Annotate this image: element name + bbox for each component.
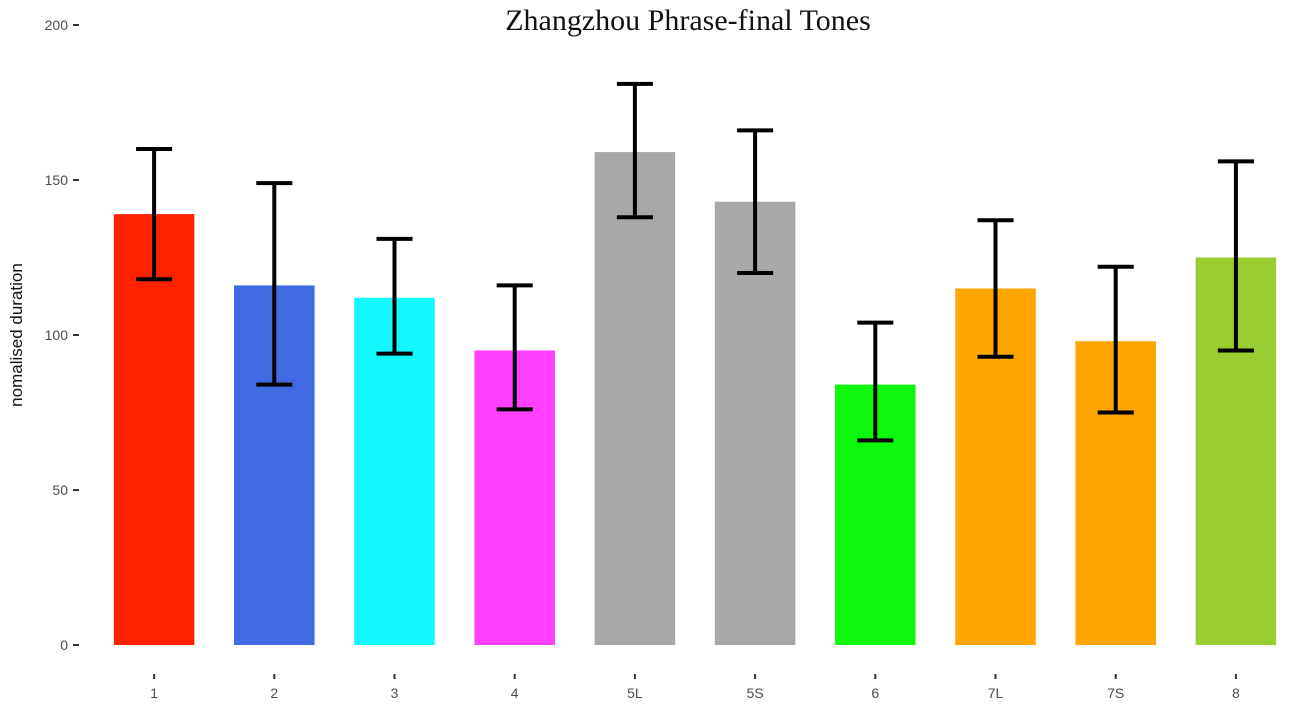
y-axis: 0 50 100 150 200 xyxy=(45,17,79,653)
bar-1 xyxy=(113,214,195,645)
chart-title: Zhangzhou Phrase-final Tones xyxy=(505,4,871,37)
error-bar-4 xyxy=(496,283,533,412)
error-bar-3 xyxy=(376,236,413,356)
y-tick-label: 0 xyxy=(60,637,68,653)
bars xyxy=(113,152,1277,645)
error-bar-5L xyxy=(616,81,653,220)
error-bar-1 xyxy=(136,147,173,282)
y-tick-label: 50 xyxy=(52,482,68,498)
error-bar-7S xyxy=(1097,264,1134,415)
bar-5L xyxy=(594,152,676,645)
x-tick-label: 7S xyxy=(1107,685,1124,701)
error-bar-5S xyxy=(737,128,774,275)
x-tick-label: 5L xyxy=(627,685,643,701)
x-tick-label: 8 xyxy=(1232,685,1240,701)
error-bar-6 xyxy=(857,320,894,443)
error-bars xyxy=(136,81,1254,443)
x-tick-label: 1 xyxy=(150,685,158,701)
x-tick-label: 6 xyxy=(871,685,879,701)
bar-3 xyxy=(354,297,435,645)
error-bar-8 xyxy=(1217,159,1254,353)
error-bar-7L xyxy=(977,218,1014,359)
error-bar-2 xyxy=(256,181,293,387)
y-axis-label: nomalised duration xyxy=(7,263,26,407)
x-axis: 1 2 3 4 5L 5S 6 7L 7S 8 xyxy=(150,674,1240,701)
x-tick-label: 5S xyxy=(747,685,764,701)
bar-5S xyxy=(714,201,796,645)
y-tick-label: 100 xyxy=(45,327,69,343)
x-tick-label: 4 xyxy=(511,685,519,701)
x-tick-label: 2 xyxy=(270,685,278,701)
y-tick-label: 150 xyxy=(45,172,69,188)
x-tick-label: 3 xyxy=(391,685,399,701)
y-tick-label: 200 xyxy=(45,17,69,33)
x-tick-label: 7L xyxy=(988,685,1004,701)
